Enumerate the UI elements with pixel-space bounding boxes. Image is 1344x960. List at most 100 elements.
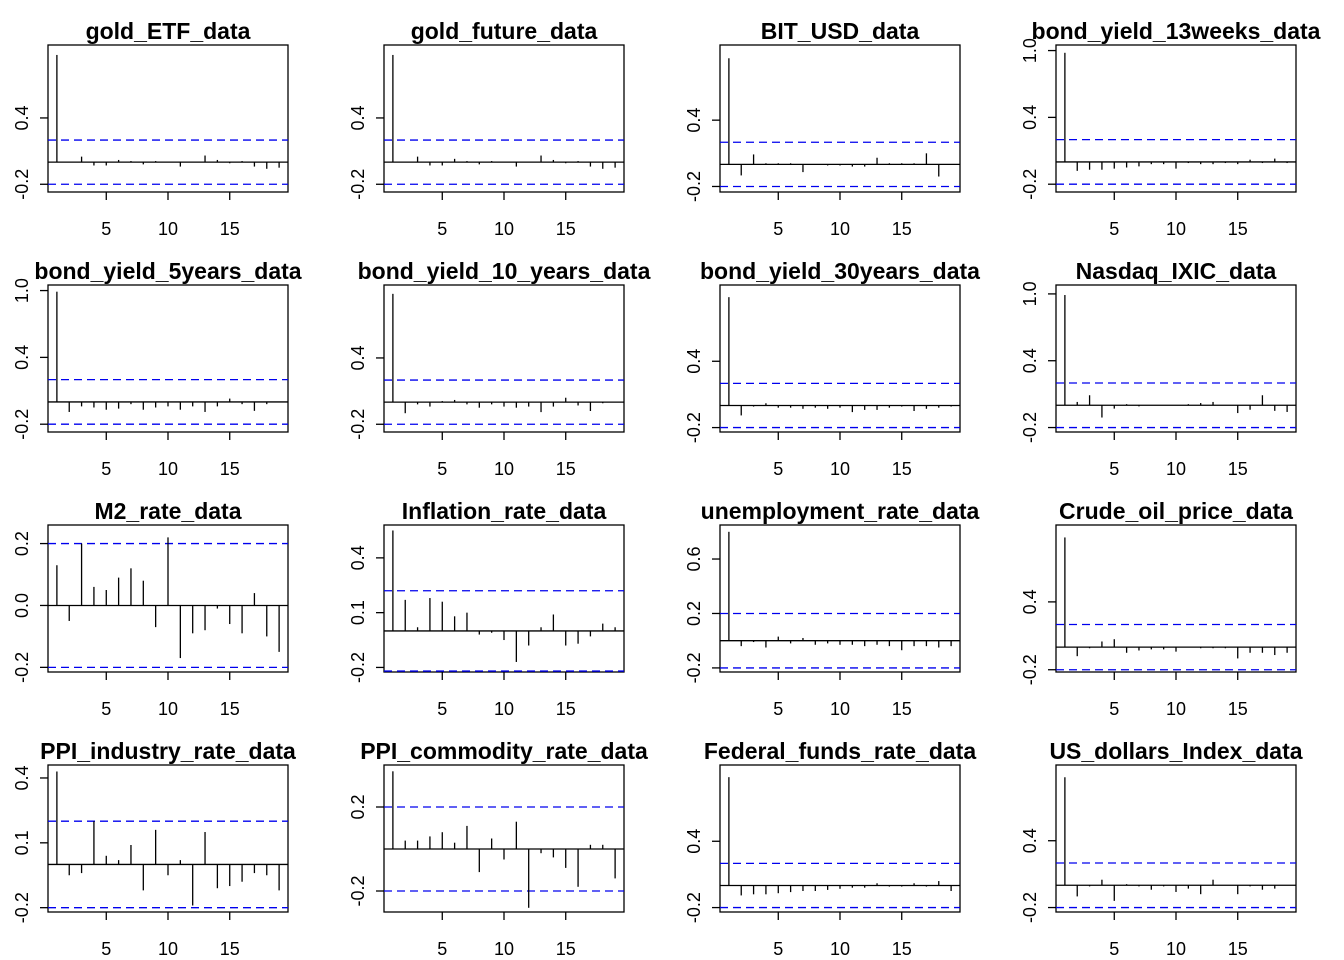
x-tick-label: 10 <box>158 219 178 239</box>
x-tick-label: 15 <box>1228 699 1248 719</box>
x-tick-label: 5 <box>437 699 447 719</box>
y-tick-label: -0.2 <box>684 652 704 683</box>
x-tick-label: 10 <box>158 459 178 479</box>
y-tick-label: -0.2 <box>684 412 704 443</box>
y-tick-label: -0.2 <box>684 171 704 202</box>
x-tick-label: 5 <box>437 939 447 959</box>
y-tick-label: -0.2 <box>1020 654 1040 685</box>
panel: Inflation_rate_data 5 10 15 -0.2 0.1 0.4 <box>348 498 625 719</box>
x-tick-label: 10 <box>494 699 514 719</box>
plot-box <box>719 284 961 433</box>
y-tick-label: -0.2 <box>1020 412 1040 443</box>
x-tick-label: 15 <box>556 219 576 239</box>
y-tick-label: 0.4 <box>348 545 368 570</box>
panel-title: Nasdaq_IXIC_data <box>1076 258 1277 284</box>
x-tick-label: 15 <box>892 939 912 959</box>
y-tick-label: -0.2 <box>12 169 32 200</box>
x-tick-label: 10 <box>1166 459 1186 479</box>
x-tick-label: 15 <box>220 459 240 479</box>
x-tick-label: 10 <box>1166 939 1186 959</box>
x-tick-label: 10 <box>830 459 850 479</box>
panel: bond_yield_5years_data 5 10 15 -0.2 0.4 1.0 <box>12 258 302 479</box>
panel: bond_yield_13weeks_data 5 10 15 -0.2 0.4 1.0 <box>1020 18 1321 239</box>
x-tick-label: 15 <box>892 699 912 719</box>
plot-box <box>719 524 961 673</box>
x-tick-label: 15 <box>1228 219 1248 239</box>
x-tick-label: 15 <box>220 939 240 959</box>
panel-title: bond_yield_30years_data <box>700 258 980 284</box>
y-tick-label: 0.0 <box>12 593 32 618</box>
x-tick-label: 15 <box>556 939 576 959</box>
x-tick-label: 15 <box>1228 939 1248 959</box>
y-tick-label: 0.1 <box>12 830 32 855</box>
panel: US_dollars_Index_data 5 10 15 -0.2 0.4 <box>1020 738 1303 959</box>
y-tick-label: 0.2 <box>684 601 704 626</box>
panel-title: Inflation_rate_data <box>402 498 607 524</box>
panel-title: bond_yield_13weeks_data <box>1032 18 1321 44</box>
x-tick-label: 15 <box>556 459 576 479</box>
panel-title: Federal_funds_rate_data <box>704 738 976 764</box>
x-tick-label: 15 <box>892 219 912 239</box>
y-tick-label: -0.2 <box>348 409 368 440</box>
x-tick-label: 10 <box>830 699 850 719</box>
y-tick-label: -0.2 <box>348 652 368 683</box>
x-tick-label: 10 <box>158 939 178 959</box>
x-tick-label: 10 <box>830 219 850 239</box>
y-tick-label: -0.2 <box>1020 892 1040 923</box>
plot-box <box>383 284 625 433</box>
x-tick-label: 10 <box>494 939 514 959</box>
plot-box <box>383 524 625 673</box>
plot-box <box>719 764 961 913</box>
x-tick-label: 5 <box>773 939 783 959</box>
x-tick-label: 5 <box>101 459 111 479</box>
x-tick-label: 10 <box>494 459 514 479</box>
panel: gold_ETF_data 5 10 15 -0.2 0.4 <box>12 18 289 239</box>
x-tick-label: 5 <box>101 219 111 239</box>
panel-title: unemployment_rate_data <box>701 498 980 524</box>
panel: unemployment_rate_data 5 10 15 -0.2 0.2 0.6 <box>684 498 980 719</box>
x-tick-label: 5 <box>773 699 783 719</box>
y-tick-label: 0.4 <box>348 105 368 130</box>
x-tick-label: 15 <box>220 219 240 239</box>
y-tick-label: -0.2 <box>12 652 32 683</box>
y-tick-label: -0.2 <box>348 875 368 906</box>
plot-box <box>1055 44 1297 193</box>
y-tick-label: 0.4 <box>684 829 704 854</box>
plot-box <box>383 764 625 913</box>
plot-box <box>719 44 961 193</box>
panel: bond_yield_10_years_data 5 10 15 -0.2 0.4 <box>348 258 651 479</box>
panel: Crude_oil_price_data 5 10 15 -0.2 0.4 <box>1020 498 1297 719</box>
y-tick-label: -0.2 <box>12 409 32 440</box>
x-tick-label: 5 <box>773 219 783 239</box>
plot-box <box>383 44 625 193</box>
y-tick-label: 0.4 <box>684 349 704 374</box>
y-tick-label: 0.4 <box>12 105 32 130</box>
panel-title: bond_yield_5years_data <box>34 258 301 284</box>
plot-box <box>47 44 289 193</box>
x-tick-label: 15 <box>1228 459 1248 479</box>
x-tick-label: 10 <box>494 219 514 239</box>
plot-box <box>47 284 289 433</box>
x-tick-label: 10 <box>158 699 178 719</box>
panel: gold_future_data 5 10 15 -0.2 0.4 <box>348 18 625 239</box>
x-tick-label: 5 <box>1109 219 1119 239</box>
x-tick-label: 10 <box>1166 219 1186 239</box>
y-tick-label: 0.6 <box>684 547 704 572</box>
y-tick-label: 0.4 <box>1020 105 1040 130</box>
y-tick-label: 0.2 <box>12 531 32 556</box>
y-tick-label: 0.4 <box>1020 348 1040 373</box>
y-tick-label: -0.2 <box>12 892 32 923</box>
x-tick-label: 5 <box>437 459 447 479</box>
y-tick-label: 0.1 <box>348 600 368 625</box>
panel: PPI_industry_rate_data 5 10 15 -0.2 0.1 0.4 <box>12 738 296 959</box>
y-tick-label: 0.4 <box>12 765 32 790</box>
y-tick-label: -0.2 <box>348 169 368 200</box>
panel-title: M2_rate_data <box>94 498 241 524</box>
x-tick-label: 15 <box>220 699 240 719</box>
y-tick-label: -0.2 <box>1020 169 1040 200</box>
x-tick-label: 5 <box>101 939 111 959</box>
y-tick-label: 0.4 <box>684 108 704 133</box>
panel: PPI_commodity_rate_data 5 10 15 -0.2 0.2 <box>348 738 648 959</box>
x-tick-label: 10 <box>1166 699 1186 719</box>
